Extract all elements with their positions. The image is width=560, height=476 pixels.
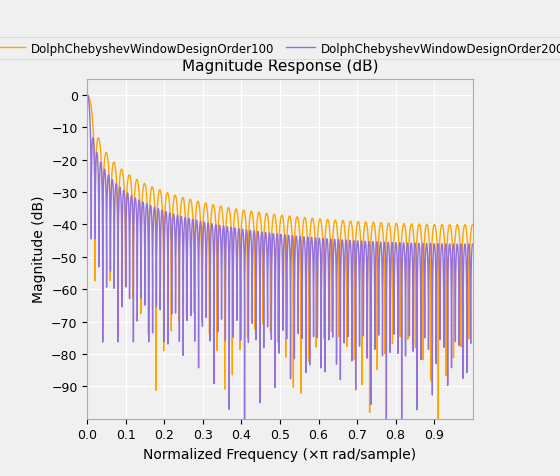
DolphChebyshevWindowDesignOrder200 (445, 265, 451, 270)
Line: DolphChebyshevWindowDesignOrder100: DolphChebyshevWindowDesignOrder100 (87, 96, 473, 446)
DolphChebyshevWindowDesignOrder100 (445, 228, 451, 233)
DolphChebyshevWindowDesignOrder200 (114, 224, 121, 229)
DolphChebyshevWindowDesignOrder200 (459, 268, 466, 274)
Title: Magnitude Response (dB): Magnitude Response (dB) (182, 59, 378, 74)
DolphChebyshevWindowDesignOrder100 (114, 245, 121, 250)
DolphChebyshevWindowDesignOrder100 (84, 93, 91, 99)
DolphChebyshevWindowDesignOrder100 (397, 286, 404, 292)
DolphChebyshevWindowDesignOrder100 (459, 240, 466, 246)
Y-axis label: Magnitude (dB): Magnitude (dB) (31, 196, 45, 303)
DolphChebyshevWindowDesignOrder100 (341, 222, 348, 228)
Line: DolphChebyshevWindowDesignOrder200: DolphChebyshevWindowDesignOrder200 (87, 96, 473, 451)
DolphChebyshevWindowDesignOrder200 (425, 280, 432, 286)
DolphChebyshevWindowDesignOrder200 (469, 242, 476, 248)
DolphChebyshevWindowDesignOrder200 (84, 93, 91, 99)
DolphChebyshevWindowDesignOrder200 (241, 448, 248, 454)
DolphChebyshevWindowDesignOrder100 (424, 226, 431, 232)
DolphChebyshevWindowDesignOrder100 (435, 443, 442, 448)
X-axis label: Normalized Frequency (×π rad/sample): Normalized Frequency (×π rad/sample) (143, 447, 417, 461)
DolphChebyshevWindowDesignOrder200 (341, 340, 348, 346)
Legend: DolphChebyshevWindowDesignOrder100, DolphChebyshevWindowDesignOrder200: DolphChebyshevWindowDesignOrder100, Dolp… (0, 38, 560, 60)
DolphChebyshevWindowDesignOrder200 (397, 245, 404, 251)
DolphChebyshevWindowDesignOrder100 (469, 222, 476, 228)
